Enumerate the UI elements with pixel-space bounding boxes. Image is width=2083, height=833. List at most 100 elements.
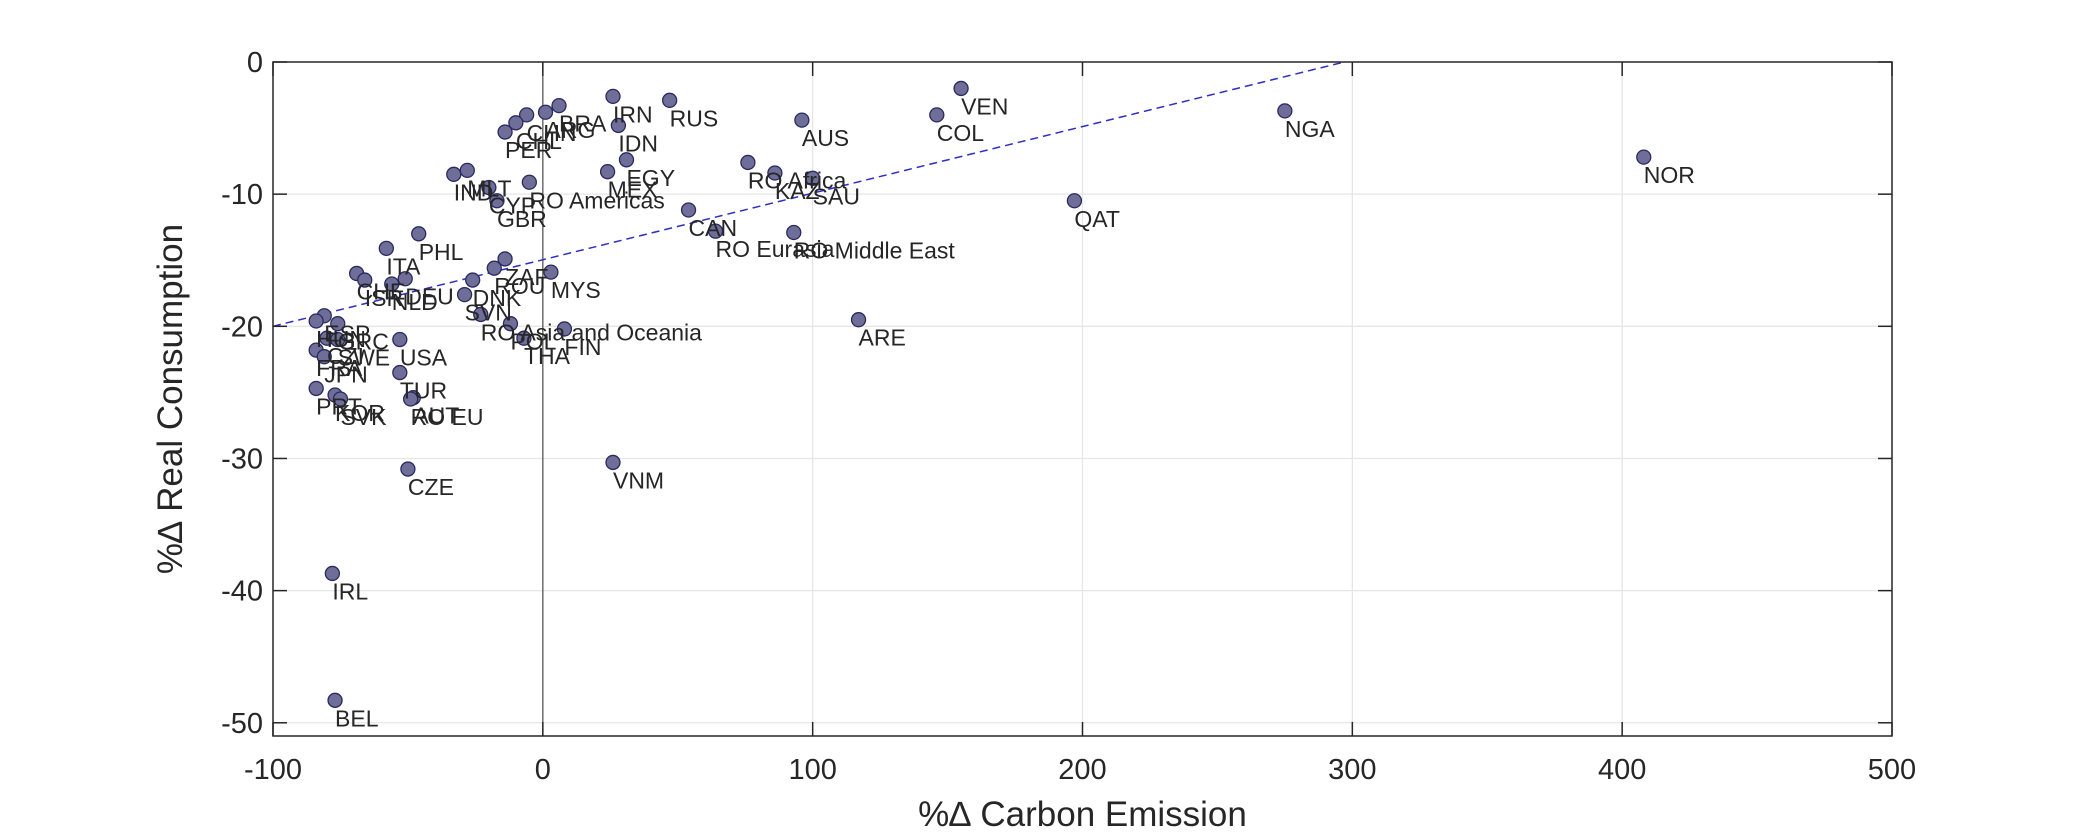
point-label: SAU <box>813 183 860 209</box>
point-label: AUS <box>802 125 849 151</box>
data-point <box>400 461 416 477</box>
point-label: POL <box>510 329 556 355</box>
point-label: IDN <box>618 130 658 156</box>
data-point <box>953 80 969 97</box>
point-label: BEL <box>335 705 379 731</box>
point-label: ISR <box>365 285 403 311</box>
data-point <box>411 226 427 242</box>
data-point <box>556 321 573 337</box>
point-label: KAZ <box>775 178 820 204</box>
y-tick-label: -50 <box>221 708 263 740</box>
point-label: VEN <box>961 93 1008 119</box>
data-point <box>481 179 497 196</box>
data-point <box>1066 193 1083 209</box>
data-point <box>324 565 341 582</box>
data-point <box>327 692 343 708</box>
point-label: AUT <box>413 403 459 429</box>
data-point <box>473 306 489 323</box>
data-point <box>1277 103 1293 119</box>
data-point <box>551 97 567 114</box>
y-tick-label: -40 <box>221 576 263 608</box>
point-label: PHL <box>419 239 464 265</box>
x-tick-label: 400 <box>1598 754 1646 786</box>
data-point <box>497 251 513 267</box>
data-point <box>357 272 373 288</box>
data-point <box>456 286 473 303</box>
point-label: CZI <box>327 343 364 369</box>
point-label: CYP <box>489 193 536 219</box>
point-label: IRN <box>613 101 653 127</box>
point-label: PER <box>505 137 552 163</box>
y-tick-label: 0 <box>247 47 263 79</box>
point-label: DEU <box>405 284 454 310</box>
point-label: SVK <box>340 404 387 430</box>
point-label: SWE <box>338 345 390 371</box>
data-point <box>486 260 502 276</box>
data-point <box>805 170 821 186</box>
data-point <box>605 454 621 471</box>
data-point <box>537 104 554 120</box>
point-label: KOR <box>335 400 385 426</box>
data-point <box>850 312 867 328</box>
point-label: RO Americas <box>529 187 664 213</box>
point-label: ROU <box>494 273 545 299</box>
point-label: BRA <box>559 111 607 137</box>
point-label: IND <box>454 179 494 205</box>
data-points <box>308 80 1652 708</box>
x-tick-label: 200 <box>1058 754 1106 786</box>
point-label: QAT <box>1074 206 1120 232</box>
y-tick-label: -20 <box>221 311 263 343</box>
point-label: CHE <box>357 278 406 304</box>
data-point <box>308 380 324 397</box>
data-point <box>465 272 481 288</box>
data-point <box>402 391 419 407</box>
data-point <box>497 124 513 140</box>
trend-line <box>272 61 1345 328</box>
point-label: MLT <box>467 175 511 201</box>
point-label: CHN <box>527 120 577 146</box>
x-tick-label: 300 <box>1328 754 1376 786</box>
point-label: NGA <box>1285 116 1336 142</box>
y-tick-label: -30 <box>221 443 263 475</box>
x-tick-label: 0 <box>535 754 551 786</box>
point-label: THA <box>524 343 571 369</box>
point-label: ZAF <box>505 264 548 290</box>
data-point <box>786 224 802 241</box>
y-axis-title: %∆ Real Consumption <box>151 224 190 574</box>
point-label: RO Eurasia <box>716 236 835 262</box>
trend-line-group <box>272 61 1345 328</box>
data-point <box>392 364 408 381</box>
point-label: PRT <box>316 393 362 419</box>
data-point <box>392 331 408 348</box>
data-point <box>489 193 505 209</box>
data-point <box>599 164 616 180</box>
point-label: DNK <box>473 285 522 311</box>
point-label: MYS <box>551 277 601 303</box>
x-tick-label: 100 <box>788 754 836 786</box>
point-label: IRL <box>332 578 368 604</box>
data-point <box>740 154 756 171</box>
point-label: CZE <box>408 474 454 500</box>
x-axis-title: %∆ Carbon Emission <box>918 795 1247 833</box>
data-point <box>384 276 400 292</box>
data-point <box>508 115 524 131</box>
data-point <box>618 152 635 168</box>
data-point <box>605 88 621 105</box>
x-axis-ticks: -100 0 100 200 300 400 500 <box>244 62 1916 786</box>
data-point <box>794 112 810 128</box>
y-axis-ticks: -50 -40 -30 -20 -10 0 <box>221 47 1892 740</box>
data-point <box>521 174 537 190</box>
point-label: GBR <box>497 206 547 232</box>
data-point <box>330 331 346 348</box>
point-label: GRC <box>338 329 389 355</box>
point-label: FIN <box>564 334 601 360</box>
point-label: JPN <box>324 362 367 388</box>
data-point <box>332 391 349 407</box>
x-tick-label: -100 <box>244 754 302 786</box>
point-label: RO Africa <box>748 167 847 193</box>
data-point <box>543 264 559 280</box>
data-point <box>308 313 324 329</box>
point-label: USA <box>400 345 448 371</box>
point-label: NOR <box>1644 162 1695 188</box>
